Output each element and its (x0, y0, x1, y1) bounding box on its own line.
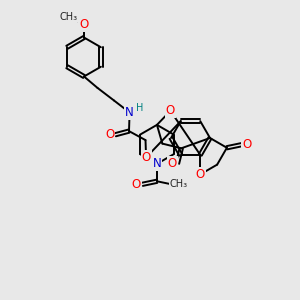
Text: CH₃: CH₃ (60, 11, 78, 22)
Text: CH₃: CH₃ (169, 179, 188, 189)
Text: H: H (136, 103, 143, 113)
Text: O: O (142, 151, 151, 164)
Text: O: O (242, 138, 251, 151)
Text: O: O (166, 104, 175, 117)
Text: O: O (131, 178, 141, 191)
Text: N: N (153, 158, 161, 170)
Text: O: O (196, 168, 205, 181)
Text: O: O (167, 157, 177, 170)
Text: N: N (125, 106, 134, 119)
Text: O: O (80, 18, 88, 32)
Text: O: O (105, 128, 114, 141)
